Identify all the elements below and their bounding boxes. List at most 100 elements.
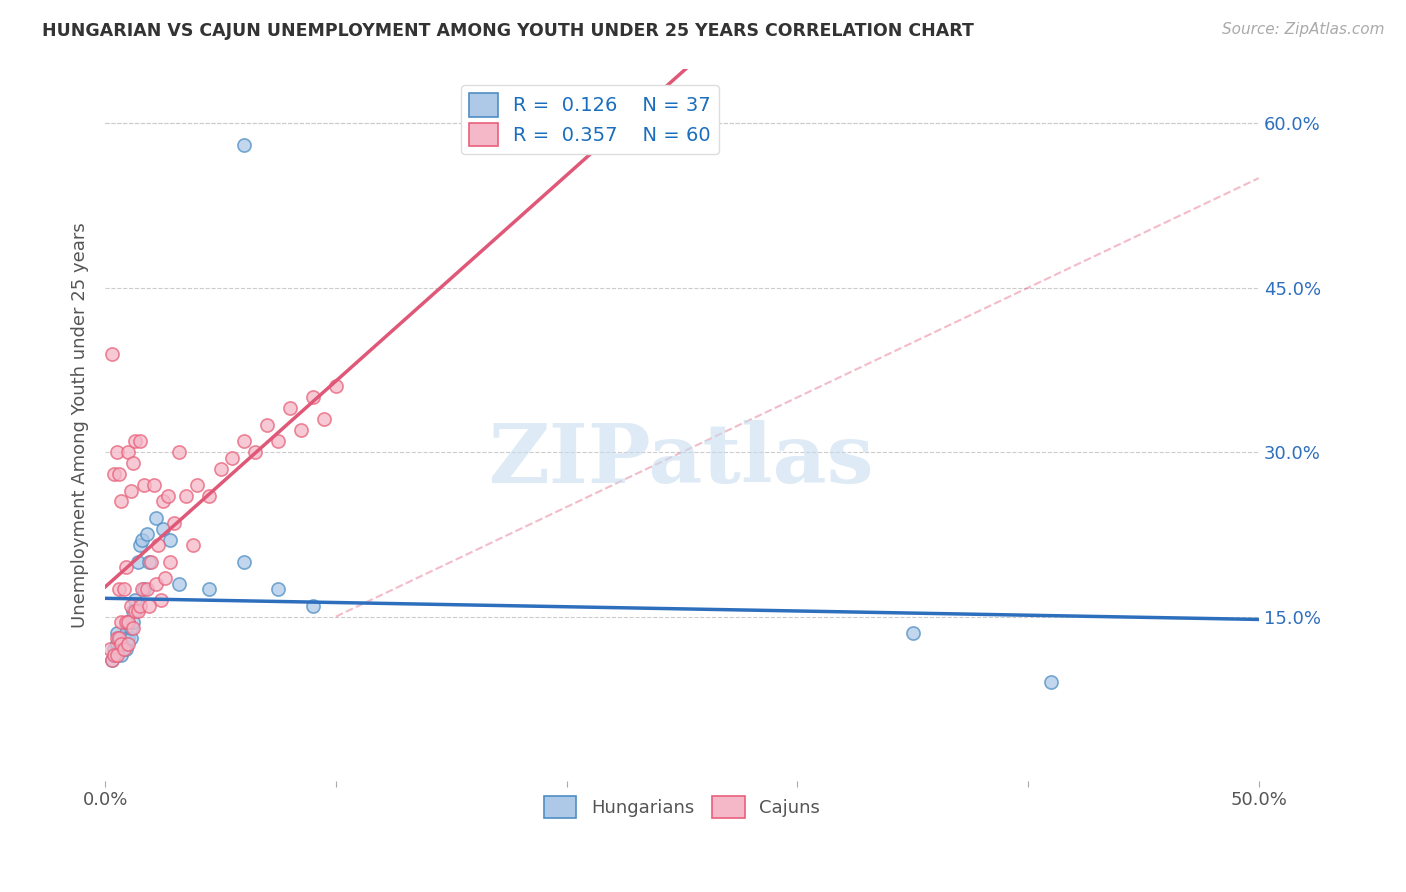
Point bbox=[124, 434, 146, 449]
Point bbox=[110, 615, 132, 629]
Point bbox=[117, 615, 139, 629]
Point bbox=[232, 555, 254, 569]
Point bbox=[112, 632, 135, 646]
Point bbox=[209, 461, 232, 475]
Point bbox=[145, 576, 167, 591]
Text: HUNGARIAN VS CAJUN UNEMPLOYMENT AMONG YOUTH UNDER 25 YEARS CORRELATION CHART: HUNGARIAN VS CAJUN UNEMPLOYMENT AMONG YO… bbox=[42, 22, 974, 40]
Point bbox=[122, 615, 145, 629]
Point bbox=[290, 423, 312, 437]
Point bbox=[101, 653, 124, 667]
Point bbox=[117, 637, 139, 651]
Point bbox=[198, 489, 221, 503]
Point bbox=[135, 582, 157, 597]
Point bbox=[167, 445, 190, 459]
Point bbox=[117, 445, 139, 459]
Point bbox=[105, 445, 128, 459]
Point bbox=[1040, 675, 1063, 690]
Point bbox=[167, 576, 190, 591]
Point bbox=[115, 626, 138, 640]
Point bbox=[108, 632, 131, 646]
Point bbox=[115, 615, 138, 629]
Point bbox=[103, 642, 125, 657]
Point bbox=[105, 637, 128, 651]
Point bbox=[149, 593, 172, 607]
Point bbox=[117, 615, 139, 629]
Point bbox=[131, 533, 153, 547]
Point bbox=[232, 434, 254, 449]
Point bbox=[127, 604, 149, 618]
Point bbox=[181, 538, 204, 552]
Point bbox=[108, 632, 131, 646]
Point bbox=[174, 489, 197, 503]
Point bbox=[127, 555, 149, 569]
Point bbox=[302, 390, 325, 404]
Point bbox=[108, 582, 131, 597]
Point bbox=[128, 538, 150, 552]
Point bbox=[122, 456, 145, 470]
Point bbox=[101, 346, 124, 360]
Point bbox=[128, 599, 150, 613]
Point bbox=[278, 401, 301, 416]
Point bbox=[108, 642, 131, 657]
Point bbox=[120, 483, 142, 498]
Point bbox=[302, 599, 325, 613]
Point bbox=[103, 467, 125, 481]
Point bbox=[112, 642, 135, 657]
Point bbox=[267, 434, 290, 449]
Point bbox=[314, 412, 336, 426]
Point bbox=[145, 511, 167, 525]
Point bbox=[124, 604, 146, 618]
Point bbox=[159, 555, 181, 569]
Legend: Hungarians, Cajuns: Hungarians, Cajuns bbox=[537, 789, 827, 825]
Point bbox=[120, 621, 142, 635]
Point bbox=[267, 582, 290, 597]
Point bbox=[134, 478, 156, 492]
Point bbox=[124, 593, 146, 607]
Point bbox=[103, 648, 125, 662]
Point bbox=[110, 637, 132, 651]
Point bbox=[142, 478, 165, 492]
Point bbox=[110, 632, 132, 646]
Point bbox=[232, 138, 254, 153]
Point bbox=[135, 527, 157, 541]
Point bbox=[105, 626, 128, 640]
Point bbox=[138, 599, 160, 613]
Point bbox=[98, 642, 121, 657]
Point bbox=[105, 632, 128, 646]
Point bbox=[148, 538, 170, 552]
Point bbox=[221, 450, 243, 465]
Point bbox=[325, 379, 347, 393]
Point bbox=[101, 653, 124, 667]
Point bbox=[901, 626, 924, 640]
Point bbox=[163, 516, 186, 531]
Point bbox=[141, 555, 163, 569]
Point bbox=[122, 621, 145, 635]
Point bbox=[110, 648, 132, 662]
Point bbox=[122, 604, 145, 618]
Text: Source: ZipAtlas.com: Source: ZipAtlas.com bbox=[1222, 22, 1385, 37]
Point bbox=[120, 632, 142, 646]
Point bbox=[105, 648, 128, 662]
Point bbox=[152, 522, 174, 536]
Point bbox=[153, 571, 176, 585]
Point bbox=[108, 467, 131, 481]
Point bbox=[243, 445, 266, 459]
Point bbox=[115, 637, 138, 651]
Point bbox=[131, 582, 153, 597]
Point bbox=[120, 599, 142, 613]
Point bbox=[134, 582, 156, 597]
Point bbox=[112, 582, 135, 597]
Point bbox=[115, 560, 138, 574]
Y-axis label: Unemployment Among Youth under 25 years: Unemployment Among Youth under 25 years bbox=[72, 222, 89, 628]
Point bbox=[198, 582, 221, 597]
Point bbox=[152, 494, 174, 508]
Point bbox=[105, 637, 128, 651]
Point bbox=[103, 648, 125, 662]
Text: ZIPatlas: ZIPatlas bbox=[489, 420, 875, 500]
Point bbox=[112, 637, 135, 651]
Point bbox=[110, 494, 132, 508]
Point bbox=[159, 533, 181, 547]
Point bbox=[138, 555, 160, 569]
Point bbox=[110, 642, 132, 657]
Point bbox=[256, 417, 278, 432]
